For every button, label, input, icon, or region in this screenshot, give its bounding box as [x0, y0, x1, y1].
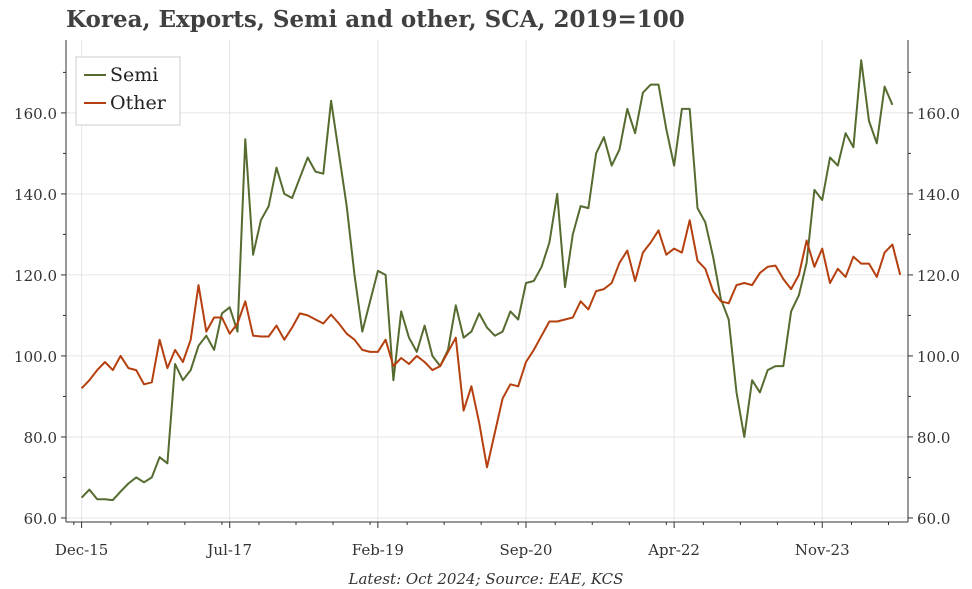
x-tick-label: Feb-19 [352, 541, 404, 559]
legend-label-other: Other [110, 92, 167, 114]
y-tick-label-left: 140.0 [14, 186, 57, 204]
x-tick-label: Sep-20 [500, 541, 553, 559]
y-tick-label-left: 80.0 [24, 429, 57, 447]
y-tick-label-right: 140.0 [917, 186, 960, 204]
x-tick-label: Apr-22 [647, 541, 700, 559]
legend: Semi Other [75, 56, 181, 126]
y-tick-label-left: 160.0 [14, 105, 57, 123]
legend-label-semi: Semi [110, 64, 158, 86]
y-tick-label-right: 120.0 [917, 267, 960, 285]
series-line-other [80, 219, 902, 469]
series-lines [80, 59, 902, 502]
y-tick-label-right: 100.0 [917, 348, 960, 366]
tick-labels: 60.0 60.0 80.0 80.0 100.0 100.0 120.0 120.0 140.… [14, 105, 960, 559]
series-line-semi [80, 59, 894, 502]
chart-footnote: Latest: Oct 2024; Source: EAE, KCS [348, 570, 624, 588]
grid-lines [66, 40, 908, 522]
y-tick-label-left: 60.0 [24, 510, 57, 528]
y-tick-label-right: 160.0 [917, 105, 960, 123]
chart-title: Korea, Exports, Semi and other, SCA, 201… [66, 6, 685, 33]
y-tick-label-right: 60.0 [917, 510, 950, 528]
axes [61, 40, 913, 528]
y-tick-label-right: 80.0 [917, 429, 950, 447]
x-tick-label: Jul-17 [205, 541, 252, 559]
y-tick-label-left: 100.0 [14, 348, 57, 366]
x-tick-label: Nov-23 [795, 541, 850, 559]
x-tick-label: Dec-15 [55, 541, 108, 559]
y-tick-label-left: 120.0 [14, 267, 57, 285]
